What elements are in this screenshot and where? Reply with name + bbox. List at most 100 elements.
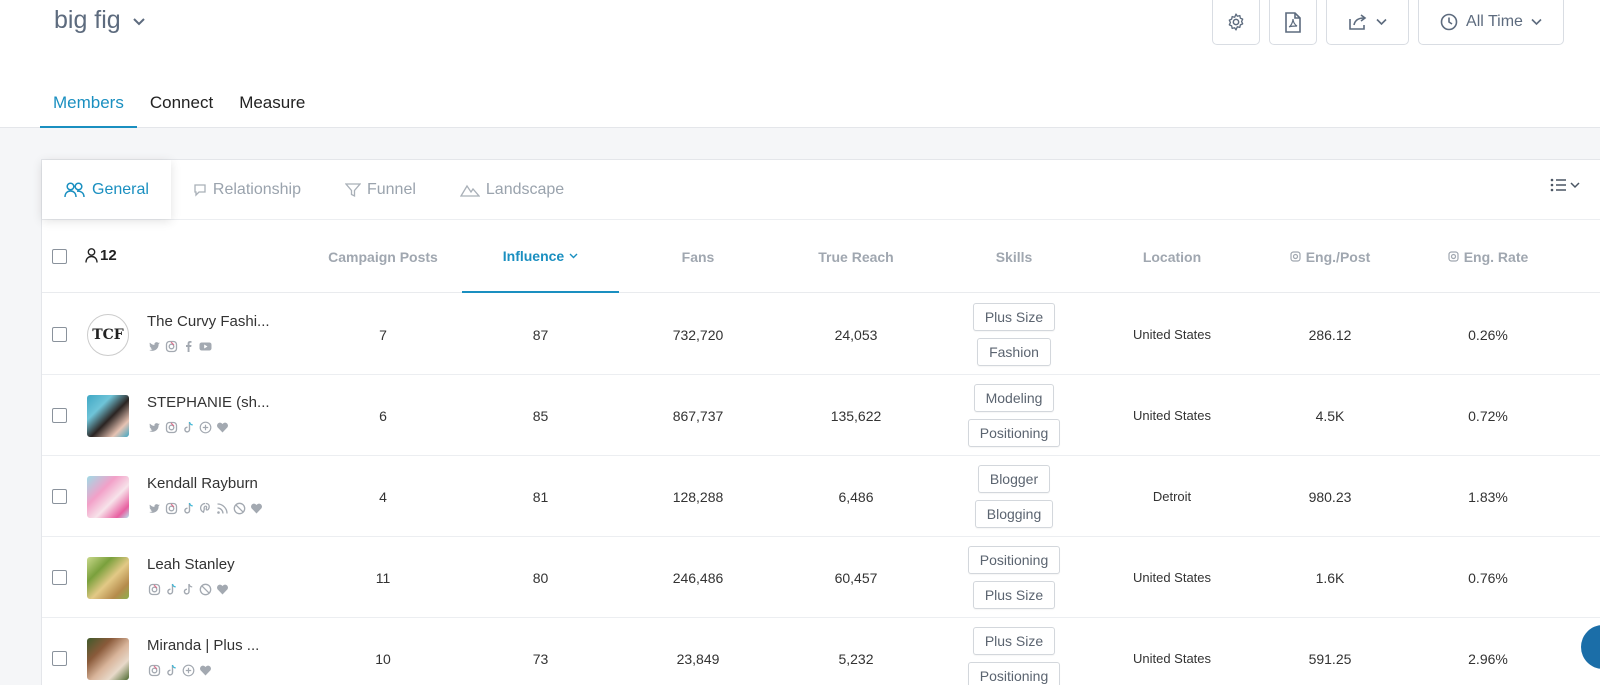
tab-landscape-label: Landscape — [485, 180, 565, 198]
skills-cell: Plus Size Fashion — [935, 294, 1093, 375]
skill-tag: Fashion — [977, 338, 1051, 366]
row-checkbox[interactable] — [52, 651, 67, 666]
funnel-icon — [344, 182, 361, 197]
tab-measure[interactable]: Measure — [239, 93, 306, 112]
table-row[interactable]: Leah Stanley 11 80 246,486 60,457 Positi… — [42, 537, 1600, 618]
tiktok-icon[interactable] — [165, 664, 178, 677]
influence-value: 85 — [532, 407, 549, 424]
location-value: United States — [1132, 327, 1212, 342]
time-range-dropdown[interactable]: All Time — [1418, 0, 1564, 45]
col-skills[interactable]: Skills — [995, 248, 1033, 265]
avatar[interactable] — [87, 476, 129, 518]
location-value: United States — [1132, 570, 1212, 585]
member-name[interactable]: Kendall Rayburn — [147, 475, 258, 492]
tab-general[interactable]: General — [42, 160, 171, 219]
col-eng-post[interactable]: Eng./Post — [1251, 220, 1409, 293]
tab-relationship-label: Relationship — [212, 180, 301, 198]
tab-connect[interactable]: Connect — [149, 93, 214, 112]
member-name[interactable]: Miranda | Plus ... — [147, 637, 260, 654]
plus-icon[interactable] — [199, 421, 212, 434]
skill-tag: Positioning — [967, 419, 1061, 447]
main-tabs: Members Connect Measure — [40, 86, 318, 128]
row-checkbox[interactable] — [52, 408, 67, 423]
col-eng-rate[interactable]: Eng. Rate — [1409, 220, 1567, 293]
settings-button[interactable] — [1212, 0, 1260, 45]
true-reach-value: 5,232 — [838, 650, 874, 667]
campaign-posts-value: 11 — [375, 569, 391, 586]
rss-icon[interactable] — [216, 502, 229, 515]
table-row[interactable]: TCF The Curvy Fashi... 7 87 732,720 24,0… — [42, 294, 1600, 375]
tab-landscape[interactable]: Landscape — [438, 160, 586, 219]
skill-tag: Plus Size — [972, 627, 1056, 655]
member-name[interactable]: The Curvy Fashi... — [147, 313, 270, 330]
table-row[interactable]: Miranda | Plus ... 10 73 23,849 5,232 Pl… — [42, 618, 1600, 685]
workspace-selector[interactable]: big fig — [54, 6, 147, 35]
social-icons — [148, 583, 229, 596]
tiktok-icon[interactable] — [182, 421, 195, 434]
avatar[interactable] — [87, 395, 129, 437]
col-fans[interactable]: Fans — [681, 248, 715, 265]
instagram-icon — [1290, 251, 1301, 262]
tiktok-icon[interactable] — [182, 502, 195, 515]
column-view-toggle[interactable] — [1550, 178, 1580, 192]
eng-post-value: 4.5K — [1315, 407, 1345, 424]
blocked-icon[interactable] — [233, 502, 246, 515]
plus-icon[interactable] — [182, 664, 195, 677]
heart-icon[interactable] — [250, 502, 263, 515]
instagram-icon[interactable] — [148, 583, 161, 596]
influence-value: 81 — [532, 488, 549, 505]
help-chat-button[interactable] — [1581, 625, 1600, 669]
row-checkbox[interactable] — [52, 489, 67, 504]
youtube-icon[interactable] — [199, 340, 212, 353]
select-all-checkbox[interactable] — [52, 249, 67, 264]
tab-members[interactable]: Members — [40, 86, 137, 128]
social-icons — [148, 664, 212, 677]
eng-rate-value: 2.96% — [1468, 650, 1508, 667]
pinterest-icon[interactable] — [199, 502, 212, 515]
col-location[interactable]: Location — [1142, 248, 1202, 265]
time-range-label: All Time — [1466, 13, 1523, 30]
member-name[interactable]: STEPHANIE (sh... — [147, 394, 270, 411]
skills-cell: Blogger Blogging — [935, 456, 1093, 537]
col-eng-post-label: Eng./Post — [1305, 248, 1371, 265]
row-checkbox[interactable] — [52, 570, 67, 585]
col-true-reach[interactable]: True Reach — [818, 248, 894, 265]
twitter-icon[interactable] — [148, 502, 161, 515]
eng-post-value: 980.23 — [1308, 488, 1352, 505]
social-icons — [148, 340, 212, 353]
eng-rate-value: 0.72% — [1468, 407, 1508, 424]
avatar[interactable] — [87, 557, 129, 599]
instagram-icon[interactable] — [165, 340, 178, 353]
social-icons — [148, 502, 263, 515]
instagram-icon[interactable] — [165, 421, 178, 434]
instagram-icon[interactable] — [148, 664, 161, 677]
blocked-icon[interactable] — [199, 583, 212, 596]
heart-icon[interactable] — [216, 583, 229, 596]
skills-cell: Positioning Plus Size — [935, 537, 1093, 618]
twitter-icon[interactable] — [148, 340, 161, 353]
facebook-icon[interactable] — [182, 340, 195, 353]
table-row[interactable]: Kendall Rayburn 4 81 128,288 6,486 Blogg… — [42, 456, 1600, 537]
table-row[interactable]: STEPHANIE (sh... 6 85 867,737 135,622 Mo… — [42, 375, 1600, 456]
campaign-posts-value: 4 — [379, 488, 387, 505]
twitter-icon[interactable] — [148, 421, 161, 434]
tiktok-icon[interactable] — [165, 583, 178, 596]
view-tabs: General Relationship Funnel Landscape — [42, 160, 586, 219]
pdf-icon — [1285, 11, 1301, 33]
col-campaign-posts[interactable]: Campaign Posts — [328, 248, 438, 265]
avatar[interactable] — [87, 638, 129, 680]
tab-relationship[interactable]: Relationship — [171, 160, 323, 219]
export-pdf-button[interactable] — [1269, 0, 1317, 45]
share-icon — [1349, 14, 1367, 30]
row-checkbox[interactable] — [52, 327, 67, 342]
heart-icon[interactable] — [199, 664, 212, 677]
tab-funnel[interactable]: Funnel — [323, 160, 438, 219]
instagram-icon[interactable] — [165, 502, 178, 515]
avatar[interactable]: TCF — [87, 314, 129, 356]
gear-icon — [1228, 13, 1244, 31]
heart-icon[interactable] — [216, 421, 229, 434]
tiktok-icon[interactable] — [182, 583, 195, 596]
member-name[interactable]: Leah Stanley — [147, 556, 235, 573]
share-button[interactable] — [1326, 0, 1409, 45]
col-influence[interactable]: Influence — [462, 220, 619, 293]
